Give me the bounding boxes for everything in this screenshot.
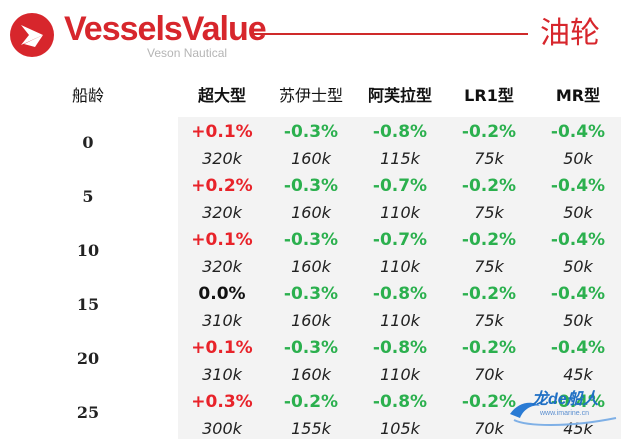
percent-change-cell: -0.3% (283, 122, 339, 142)
column-header-aframax: 阿芙拉型 (367, 86, 432, 105)
percent-change-cell: -0.2% (461, 230, 517, 250)
percent-change-cell: -0.4% (550, 230, 606, 250)
column-header-mr: MR型 (555, 86, 601, 105)
value-cell: 75k (474, 257, 504, 276)
percent-change-cell: -0.4% (550, 284, 606, 304)
percent-change-cell: -0.2% (461, 284, 517, 304)
percent-change-cell: -0.3% (283, 338, 339, 358)
value-cell: 110k (380, 365, 420, 384)
value-cell: 70k (474, 419, 504, 438)
row-age: 5 (82, 187, 94, 206)
value-cell: 300k (202, 419, 242, 438)
percent-change-cell: +0.1% (191, 338, 253, 358)
value-cell: 50k (563, 257, 593, 276)
row-age: 20 (76, 349, 100, 368)
value-cell: 105k (380, 419, 420, 438)
header-divider (252, 33, 528, 35)
table-background (178, 117, 621, 439)
percent-change-cell: +0.2% (191, 176, 253, 196)
value-cell: 320k (202, 203, 242, 222)
row-age: 0 (82, 133, 94, 152)
percent-change-cell: -0.8% (372, 122, 428, 142)
percent-change-cell: -0.2% (461, 338, 517, 358)
value-cell: 110k (380, 311, 420, 330)
value-cell: 50k (563, 311, 593, 330)
percent-change-cell: -0.2% (461, 392, 517, 412)
watermark-text: 龙de船人 (532, 391, 599, 408)
column-header-lr1: LR1型 (464, 86, 514, 105)
value-cell: 160k (291, 311, 331, 330)
percent-change-cell: -0.7% (372, 230, 428, 250)
percent-change-cell: -0.3% (283, 176, 339, 196)
value-cell: 160k (291, 149, 331, 168)
value-cell: 320k (202, 149, 242, 168)
value-cell: 310k (202, 365, 242, 384)
percent-change-cell: -0.2% (461, 176, 517, 196)
percent-change-cell: -0.8% (372, 338, 428, 358)
value-cell: 310k (202, 311, 242, 330)
row-age: 10 (76, 241, 100, 260)
percent-change-cell: -0.4% (550, 338, 606, 358)
page-title: 油轮 (540, 16, 600, 51)
value-cell: 75k (474, 311, 504, 330)
value-cell: 160k (291, 257, 331, 276)
percent-change-cell: -0.4% (550, 122, 606, 142)
percent-change-cell: -0.4% (550, 392, 606, 412)
value-cell: 110k (380, 257, 420, 276)
value-cell: 160k (291, 203, 331, 222)
value-cell: 155k (291, 419, 331, 438)
value-cell: 110k (380, 203, 420, 222)
column-header-suezmax: 苏伊士型 (278, 86, 343, 105)
header: VesselsValue Veson Nautical 油轮 (0, 0, 621, 80)
value-cell: 160k (291, 365, 331, 384)
percent-change-cell: -0.3% (283, 230, 339, 250)
percent-change-cell: -0.8% (372, 284, 428, 304)
percent-change-cell: +0.1% (191, 230, 253, 250)
percent-change-cell: -0.7% (372, 176, 428, 196)
value-cell: 75k (474, 203, 504, 222)
value-cell: 70k (474, 365, 504, 384)
watermark-url: www.imarine.cn (540, 410, 590, 417)
brand-name: VesselsValue (64, 10, 267, 48)
percent-change-cell: -0.2% (283, 392, 339, 412)
brand-subtitle: Veson Nautical (147, 46, 228, 60)
percent-change-cell: -0.2% (461, 122, 517, 142)
row-age: 15 (76, 295, 100, 314)
value-cell: 320k (202, 257, 242, 276)
vesselsvalue-logo-icon (10, 13, 54, 57)
percent-change-cell: -0.4% (550, 176, 606, 196)
percent-change-cell: +0.1% (191, 122, 253, 142)
age-column-header: 船龄 (71, 86, 104, 105)
watermark-logo-icon (510, 402, 617, 426)
percent-change-cell: 0.0% (198, 284, 246, 304)
value-cell: 45k (563, 365, 593, 384)
percent-change-cell: -0.8% (372, 392, 428, 412)
value-cell: 115k (380, 149, 420, 168)
percent-change-cell: +0.3% (191, 392, 253, 412)
row-age: 25 (76, 403, 100, 422)
value-cell: 50k (563, 203, 593, 222)
percent-change-cell: -0.3% (283, 284, 339, 304)
value-cell: 75k (474, 149, 504, 168)
column-header-vlcc: 超大型 (197, 86, 246, 105)
value-cell: 50k (563, 149, 593, 168)
